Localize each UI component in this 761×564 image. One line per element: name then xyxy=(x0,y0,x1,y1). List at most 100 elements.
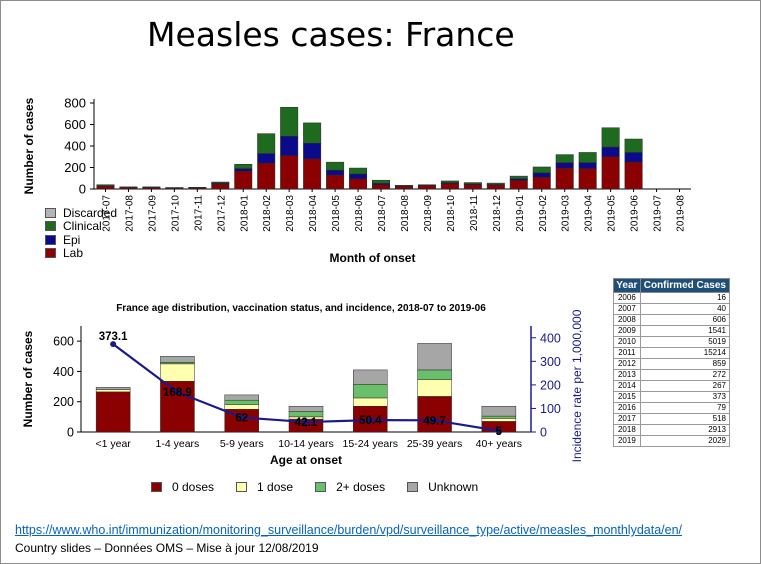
bar-clinical-2018-04 xyxy=(303,122,322,144)
table-cell-year: 2009 xyxy=(613,325,641,337)
legend-item-0-doses: 0 doses xyxy=(151,480,214,494)
bar-clinical-2019-05 xyxy=(601,127,620,148)
x-tick-label: 2019-05 xyxy=(607,195,618,232)
bar-epi-2019-02 xyxy=(532,172,551,178)
y-tick-label: 200 xyxy=(53,395,74,409)
bar-lab-2018-02 xyxy=(257,162,276,190)
x-axis-title: Month of onset xyxy=(330,251,416,265)
bar-unknown-1-year xyxy=(95,387,131,390)
x-tick-label: 2019-06 xyxy=(630,195,641,232)
bar-lab-2019-06 xyxy=(624,161,643,190)
bar-1-dose-15-24-years xyxy=(353,397,388,407)
incidence-label-25-39-years: 49.7 xyxy=(423,415,445,427)
legend-swatch-discarded xyxy=(45,207,56,218)
monthly-legend: Discarded Clinical Epi Lab xyxy=(45,206,117,260)
footer-note: Country slides – Données OMS – Mise à jo… xyxy=(15,541,319,555)
table-row: 2012 859 xyxy=(613,358,731,370)
bar-1-dose-1-year xyxy=(95,389,131,393)
legend-label-1-dose: 1 dose xyxy=(257,480,294,494)
bar-clinical-2018-06 xyxy=(349,167,368,175)
bar-lab-2018-10 xyxy=(440,183,459,190)
bar-clinical-2019-02 xyxy=(532,166,551,174)
incidence-point-25-39-years xyxy=(431,417,438,424)
age-distribution-chart: France age distribution, vaccination sta… xyxy=(21,303,584,467)
y-tick-label: 200 xyxy=(64,160,86,175)
bar-epi-2019-03 xyxy=(555,162,574,169)
confirmed-cases-table: Year Confirmed Cases 2006 16 2007 40 2008 606… xyxy=(613,278,731,447)
bar-lab-2018-07 xyxy=(372,184,390,190)
x-tick-label: 2019-08 xyxy=(676,195,687,232)
bar-unknown-15-24-years xyxy=(353,369,388,385)
incidence-point-40-years xyxy=(495,427,502,434)
source-link[interactable]: https://www.who.int/immunization/monitor… xyxy=(15,523,683,537)
bar-1-dose-25-39-years xyxy=(417,379,452,397)
table-row: 2015 373 xyxy=(613,391,731,403)
x-tick-label: 2017-09 xyxy=(147,195,158,232)
bar-clinical-2018-07 xyxy=(372,179,390,184)
legend-item-lab: Lab xyxy=(45,246,117,260)
bar-clinical-2019-01 xyxy=(509,175,528,180)
bar-clinical-2017-07 xyxy=(96,184,115,187)
table-row: 2018 2913 xyxy=(613,424,731,436)
bar-epi-2018-06 xyxy=(349,173,368,180)
bar-1-dose-5-9-years xyxy=(224,404,259,410)
table-cell-cases: 518 xyxy=(639,413,731,425)
table-cell-cases: 859 xyxy=(639,358,731,370)
x-tick-label: 2018-05 xyxy=(331,195,342,232)
bar-2-doses-15-24-years xyxy=(353,384,388,399)
bar-lab-2018-06 xyxy=(349,178,368,190)
x-tick-label: 2018-04 xyxy=(308,195,319,232)
page-title: Measles cases: France xyxy=(147,15,515,54)
bar-clinical-2018-03 xyxy=(280,107,299,137)
x-tick-label: 2018-07 xyxy=(377,195,388,232)
bar-0-doses-1-year xyxy=(95,391,131,433)
x-tick-label: 2018-09 xyxy=(423,195,434,232)
bar-lab-2018-04 xyxy=(303,158,322,190)
bar-lab-2018-12 xyxy=(486,184,505,190)
incidence-point-10-14-years xyxy=(303,419,309,426)
table-cell-year: 2011 xyxy=(613,347,641,359)
bar-clinical-2018-10 xyxy=(440,180,459,183)
x-tick-label: 5-9 years xyxy=(220,438,264,450)
incidence-label-15-24-years: 50.4 xyxy=(359,415,382,427)
table-cell-year: 2014 xyxy=(613,380,641,392)
x-tick-label: 2019-03 xyxy=(561,195,572,232)
legend-label-2-plus-doses: 2+ doses xyxy=(336,480,386,494)
bar-epi-2018-01 xyxy=(234,168,253,172)
bar-lab-2018-11 xyxy=(463,184,482,190)
y2-tick-label: 400 xyxy=(540,331,561,345)
table-body: 2006 16 2007 40 2008 606 2009 1541 2010 5019 2011 1… xyxy=(613,292,731,447)
chart-title: France age distribution, vaccination sta… xyxy=(116,303,486,314)
y2-tick-label: 300 xyxy=(540,355,561,369)
x-tick-label: 2017-08 xyxy=(124,195,135,232)
x-tick-label: 2019-04 xyxy=(584,195,595,232)
x-tick-label: 1-4 years xyxy=(156,438,200,450)
y2-tick-label: 200 xyxy=(540,378,561,392)
bar-lab-2019-03 xyxy=(555,167,574,190)
x-tick-label: 2018-10 xyxy=(446,195,457,232)
y2-tick-label: 0 xyxy=(540,426,547,440)
incidence-label-1-year: 373.1 xyxy=(99,331,128,343)
table-cell-year: 2006 xyxy=(613,292,641,304)
bar-unknown-5-9-years xyxy=(224,394,259,401)
y-tick-label: 0 xyxy=(79,182,86,197)
legend-item-discarded: Discarded xyxy=(45,206,117,220)
bar-lab-2019-01 xyxy=(509,180,528,190)
bar-clinical-2017-08 xyxy=(119,186,138,188)
legend-label-discarded: Discarded xyxy=(63,205,118,220)
table-cell-cases: 79 xyxy=(639,402,731,414)
y2-tick-label: 100 xyxy=(540,402,561,416)
legend-swatch-unknown xyxy=(407,482,419,492)
bar-lab-2017-12 xyxy=(211,183,230,190)
x-tick-label: 2018-06 xyxy=(354,195,365,232)
table-cell-cases: 16 xyxy=(639,292,731,304)
table-cell-cases: 373 xyxy=(639,391,731,403)
bar-2-doses-10-14-years xyxy=(288,411,324,418)
table-cell-year: 2013 xyxy=(613,369,641,381)
bar-1-dose-1-4-years xyxy=(160,363,195,382)
bar-epi-2018-05 xyxy=(326,169,345,176)
table-cell-cases: 2029 xyxy=(639,435,731,447)
bar-clinical-2018-12 xyxy=(486,182,505,185)
incidence-label-40-years: 5 xyxy=(496,426,503,438)
x-tick-label: 2018-08 xyxy=(400,195,411,232)
